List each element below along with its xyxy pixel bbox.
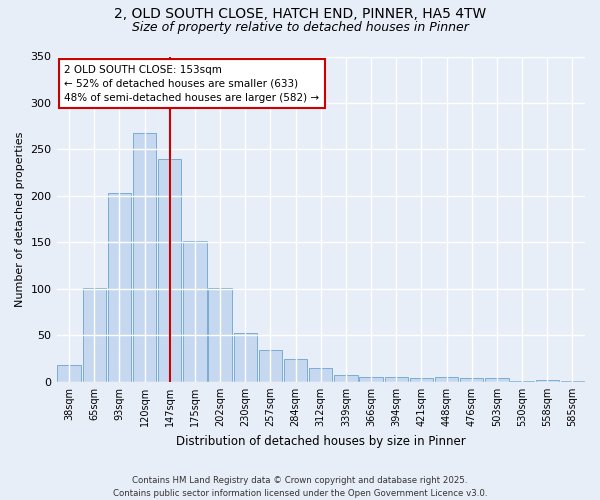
- Text: 2 OLD SOUTH CLOSE: 153sqm
← 52% of detached houses are smaller (633)
48% of semi: 2 OLD SOUTH CLOSE: 153sqm ← 52% of detac…: [64, 64, 320, 102]
- Text: 2, OLD SOUTH CLOSE, HATCH END, PINNER, HA5 4TW: 2, OLD SOUTH CLOSE, HATCH END, PINNER, H…: [114, 8, 486, 22]
- Bar: [208, 288, 232, 382]
- Bar: [133, 132, 157, 382]
- Text: Size of property relative to detached houses in Pinner: Size of property relative to detached ho…: [131, 21, 469, 34]
- Bar: [435, 377, 458, 382]
- Bar: [58, 365, 81, 382]
- Bar: [485, 378, 509, 382]
- Bar: [83, 288, 106, 382]
- X-axis label: Distribution of detached houses by size in Pinner: Distribution of detached houses by size …: [176, 434, 466, 448]
- Bar: [309, 368, 332, 382]
- Bar: [410, 378, 433, 382]
- Bar: [284, 358, 307, 382]
- Bar: [334, 376, 358, 382]
- Bar: [108, 193, 131, 382]
- Bar: [233, 332, 257, 382]
- Y-axis label: Number of detached properties: Number of detached properties: [15, 132, 25, 307]
- Text: Contains HM Land Registry data © Crown copyright and database right 2025.
Contai: Contains HM Land Registry data © Crown c…: [113, 476, 487, 498]
- Bar: [359, 377, 383, 382]
- Bar: [158, 158, 181, 382]
- Bar: [511, 381, 534, 382]
- Bar: [183, 242, 206, 382]
- Bar: [561, 381, 584, 382]
- Bar: [259, 350, 282, 382]
- Bar: [385, 377, 408, 382]
- Bar: [460, 378, 484, 382]
- Bar: [536, 380, 559, 382]
